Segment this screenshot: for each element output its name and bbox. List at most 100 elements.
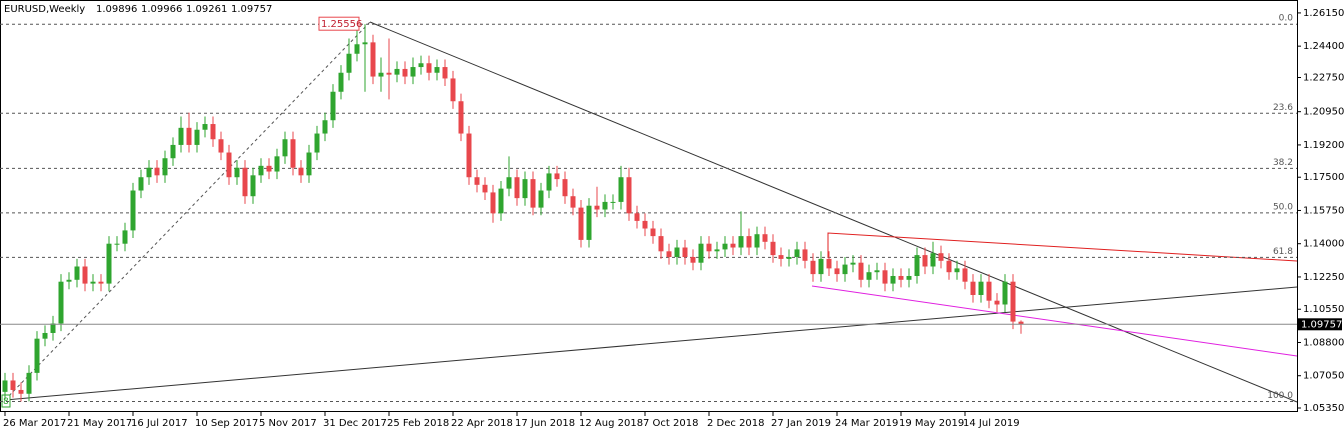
candle-body: [906, 275, 912, 280]
candle-body: [978, 281, 984, 295]
candle-body: [898, 275, 904, 280]
candle-body: [722, 243, 728, 250]
candle-body: [66, 279, 72, 282]
candle-body: [1010, 281, 1016, 322]
candle-body: [378, 72, 384, 77]
header-open: 1.09896: [96, 4, 137, 15]
candle-body: [746, 236, 752, 248]
candle-body: [162, 158, 168, 176]
candle-body: [178, 127, 184, 145]
candle-body: [650, 228, 656, 237]
y-tick-label: 1.17500: [1303, 172, 1344, 183]
candle-body: [506, 177, 512, 189]
candle-body: [954, 268, 960, 273]
fibo-label: 23.6: [1273, 103, 1293, 113]
candle-body: [554, 173, 560, 180]
candle-body: [690, 257, 696, 263]
x-tick-label: 26 Mar 2017: [3, 418, 66, 429]
anchor-box: [1, 394, 11, 408]
candle-body: [346, 53, 352, 73]
candle-body: [858, 262, 864, 280]
candle-body: [730, 243, 736, 248]
x-tick-label: 19 May 2019: [899, 418, 964, 429]
candle-body: [482, 184, 488, 193]
y-tick-label: 1.26150: [1303, 8, 1344, 19]
candle-body: [194, 129, 200, 145]
candle-body: [594, 205, 600, 210]
candle-body: [402, 68, 408, 77]
plot-frame: [0, 0, 1298, 412]
candle-body: [674, 247, 680, 258]
candle-body: [410, 67, 416, 77]
candle-body: [586, 205, 592, 240]
candle-body: [842, 264, 848, 275]
candle-body: [1018, 321, 1024, 325]
x-tick-label: 21 May 2017: [67, 418, 132, 429]
candle-body: [458, 101, 464, 134]
trendline: [369, 21, 1298, 403]
candle-body: [226, 152, 232, 178]
candle-body: [770, 241, 776, 256]
candle-body: [618, 177, 624, 202]
candle-body: [362, 42, 368, 45]
candle-body: [794, 249, 800, 258]
candle-body: [682, 247, 688, 258]
candle-body: [250, 175, 256, 197]
candle-body: [98, 281, 104, 284]
x-tick-label: 7 Oct 2018: [643, 418, 698, 429]
candle-body: [626, 177, 632, 214]
candle-body: [418, 63, 424, 68]
candle-body: [90, 281, 96, 284]
fibo-label: 0.0: [1279, 14, 1294, 24]
candle-body: [890, 275, 896, 284]
header-close: 1.09757: [231, 4, 272, 15]
candle-body: [2, 380, 8, 392]
candle-body: [186, 127, 192, 145]
candle-body: [466, 133, 472, 178]
candle-body: [850, 262, 856, 265]
candle-body: [930, 253, 936, 267]
candle-body: [258, 165, 264, 176]
candle-body: [26, 372, 32, 394]
y-tick-label: 1.08800: [1303, 337, 1344, 348]
candle-body: [562, 179, 568, 197]
candle-body: [338, 72, 344, 92]
candle-body: [658, 236, 664, 252]
candle-body: [994, 300, 1000, 305]
candle-body: [514, 177, 520, 199]
chart-title: EURUSD,Weekly: [4, 4, 85, 15]
candle-body: [146, 167, 152, 178]
candle-body: [818, 258, 824, 275]
candle-body: [154, 167, 160, 176]
candle-body: [322, 120, 328, 134]
x-tick-label: 2 Dec 2018: [707, 418, 765, 429]
candle-body: [242, 167, 248, 197]
x-tick-label: 16 Jul 2017: [131, 418, 188, 429]
candle-body: [522, 179, 528, 199]
candle-body: [938, 253, 944, 261]
candle-body: [434, 67, 440, 73]
candle-body: [394, 68, 400, 75]
peak-label: 1.25556: [321, 19, 362, 30]
x-tick-label: 12 Aug 2018: [579, 418, 643, 429]
candle-body: [834, 268, 840, 275]
candle-body: [578, 207, 584, 240]
candle-body: [778, 255, 784, 259]
y-tick-label: 1.20950: [1303, 107, 1344, 118]
fibo-label: 100.0: [1267, 391, 1293, 401]
y-tick-label: 1.12250: [1303, 272, 1344, 283]
x-tick-label: 25 Feb 2018: [387, 418, 449, 429]
fibo-label: 61.8: [1273, 247, 1293, 257]
candle-body: [306, 152, 312, 176]
candle-body: [826, 258, 832, 269]
candle-body: [114, 243, 120, 245]
candle-body: [210, 124, 216, 140]
candle-body: [986, 281, 992, 301]
candle-body: [122, 230, 128, 244]
header-high: 1.09966: [141, 4, 182, 15]
trendline: [4, 286, 1298, 401]
x-tick-label: 22 Apr 2018: [451, 418, 513, 429]
candle-body: [474, 177, 480, 185]
y-tick-label: 1.24400: [1303, 41, 1344, 52]
candle-body: [666, 251, 672, 258]
